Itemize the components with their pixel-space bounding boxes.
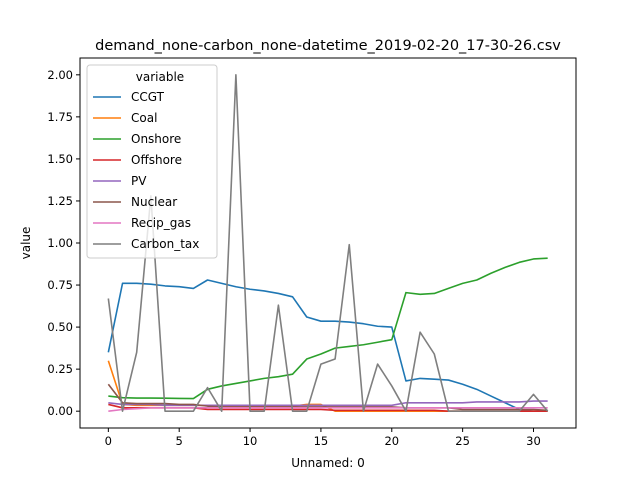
y-tick-label: 1.75 [47,110,73,124]
y-tick-label: 2.00 [47,68,73,82]
y-axis-ticks: 0.00 0.25 0.50 0.75 1.00 1.25 1.50 1.75 2.00 [47,68,80,418]
x-tick-label: 30 [526,434,541,448]
legend-entries: CCGT Coal Onshore Offshore PV Nuclear Recip_ga… [93,90,199,251]
y-tick-label: 1.25 [47,194,73,208]
x-tick-label: 10 [243,434,258,448]
plot-frame [79,57,577,429]
y-axis-label: value [19,227,33,260]
series-line-recip-gas [108,407,548,412]
legend: variable CCGT Coal Onshore Offshore PV Nuclea… [86,64,218,259]
y-tick-label: 1.50 [47,152,73,166]
x-axis-ticks: 0 5 10 15 20 25 30 [105,428,541,448]
legend-label: Recip_gas [131,216,191,230]
x-tick-label: 25 [455,434,470,448]
series-line-nuclear [107,383,548,412]
y-tick-label: 1.00 [47,236,73,250]
legend-label: Offshore [131,153,182,167]
x-tick-label: 0 [105,434,112,448]
x-tick-label: 20 [384,434,399,448]
legend-label: Coal [131,111,157,125]
series-line-onshore [108,257,548,400]
series-line-ccgt [107,279,548,412]
legend-label: CCGT [131,90,165,104]
series-line-pv [108,400,548,407]
y-tick-label: 0.00 [47,404,73,418]
legend-label: PV [131,174,147,188]
legend-title: variable [136,70,184,84]
chart-title: demand_none-carbon_none-datetime_2019-02… [95,38,561,54]
series-line-carbon-tax [107,74,549,412]
legend-label: Carbon_tax [131,237,199,251]
y-tick-label: 0.50 [47,320,73,334]
x-tick-label: 5 [176,434,183,448]
y-tick-label: 0.25 [47,362,73,376]
legend-box [86,64,218,259]
series-lines [107,74,549,412]
y-tick-label: 0.75 [47,278,73,292]
x-tick-label: 15 [314,434,329,448]
x-axis-label: Unnamed: 0 [291,456,365,470]
legend-label: Nuclear [131,195,177,209]
legend-label: Onshore [131,132,181,146]
